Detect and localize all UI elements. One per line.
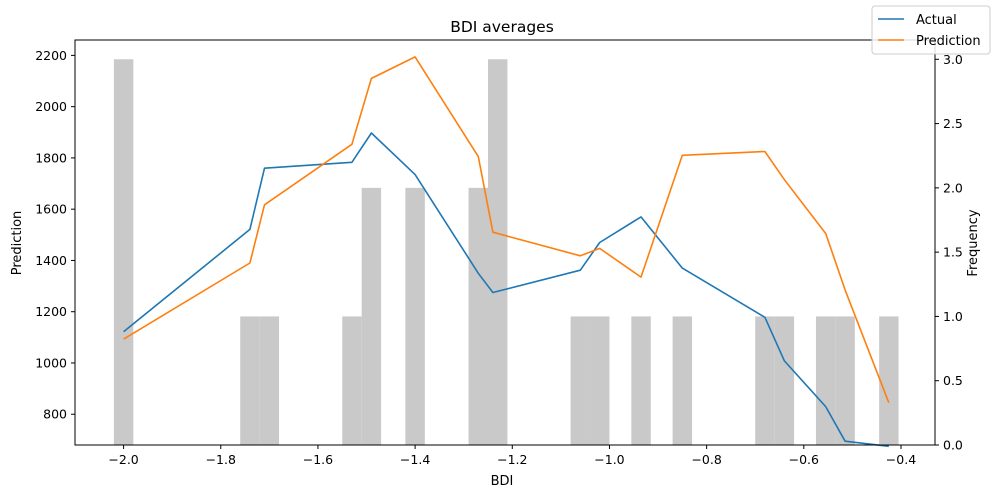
y2-tick-label-4: 2.0 [943, 180, 963, 195]
y-tick-label-2: 1200 [35, 304, 67, 319]
y-axis-right: 0.0 0.5 1.0 1.5 2.0 2.5 3.0 [935, 52, 963, 453]
legend-box [871, 5, 991, 55]
histogram-bar-11 [672, 316, 693, 445]
y2-tick-label-0: 0.0 [943, 438, 963, 453]
x-tick-label-7: −0.6 [789, 452, 819, 467]
y-tick-label-5: 1800 [35, 150, 67, 165]
series-layer [123, 56, 890, 448]
histogram-bar-7 [487, 59, 508, 446]
histogram-bar-16 [879, 316, 899, 445]
histogram-bar-5 [405, 187, 425, 445]
histogram-layer [113, 59, 899, 446]
x-axis: −2.0 −1.8 −1.6 −1.4 −1.2 −1.0 −0.8 −0.6 −0.4 [108, 445, 916, 467]
y-tick-label-4: 1600 [35, 202, 67, 217]
histogram-bar-10 [631, 316, 651, 445]
histogram-bar-2 [259, 316, 280, 445]
histogram-bar-4 [361, 187, 382, 445]
x-tick-label-8: −0.4 [886, 452, 916, 467]
x-tick-label-4: −1.2 [497, 452, 527, 467]
histogram-bar-9 [590, 316, 610, 445]
histogram-bar-3 [342, 316, 362, 445]
histogram-bar-1 [240, 316, 260, 445]
y-tick-label-7: 2200 [35, 48, 67, 63]
y-tick-label-1: 1000 [35, 355, 67, 370]
histogram-bar-13 [774, 316, 795, 445]
x-tick-label-3: −1.4 [400, 452, 430, 467]
histogram-bar-8 [570, 316, 591, 445]
legend-label-prediction: Prediction [916, 34, 981, 49]
y-tick-label-3: 1400 [35, 253, 67, 268]
x-tick-label-2: −1.6 [303, 452, 333, 467]
y2-tick-label-2: 1.0 [943, 309, 963, 324]
legend-label-actual: Actual [916, 13, 957, 28]
y2-tick-label-5: 2.5 [943, 116, 963, 131]
x-tick-label-1: −1.8 [206, 452, 236, 467]
y2-tick-label-3: 1.5 [943, 245, 963, 260]
legend: Actual Prediction [871, 5, 991, 55]
y-tick-label-0: 800 [43, 407, 67, 422]
histogram-bar-0 [113, 59, 134, 446]
histogram-bar-15 [835, 316, 855, 445]
histogram-bar-14 [815, 316, 836, 445]
y-tick-label-6: 2000 [35, 99, 67, 114]
y2-tick-label-1: 0.5 [943, 373, 963, 388]
chart-title: BDI averages [450, 18, 554, 36]
x-tick-label-5: −1.0 [594, 452, 624, 467]
histogram-bar-6 [468, 187, 488, 445]
y2-tick-label-6: 3.0 [943, 52, 963, 67]
y-axis-left: 800 1000 1200 1400 1600 1800 2000 2200 [35, 48, 75, 422]
x-tick-label-6: −0.8 [691, 452, 721, 467]
y-axis-label-left: Prediction [10, 211, 25, 276]
x-axis-label: BDI [491, 474, 514, 489]
histogram-bar-12 [755, 316, 775, 445]
x-tick-label-0: −2.0 [108, 452, 138, 467]
series-line-prediction [123, 56, 890, 403]
plot-frame [74, 39, 936, 446]
y-axis-label-right: Frequency [966, 209, 981, 276]
